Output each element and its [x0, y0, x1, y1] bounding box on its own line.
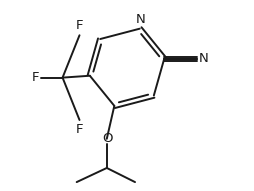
- Text: N: N: [198, 52, 208, 65]
- Text: N: N: [135, 13, 145, 26]
- Text: O: O: [102, 132, 112, 145]
- Text: F: F: [75, 123, 83, 136]
- Text: F: F: [75, 19, 83, 32]
- Text: F: F: [32, 71, 39, 84]
